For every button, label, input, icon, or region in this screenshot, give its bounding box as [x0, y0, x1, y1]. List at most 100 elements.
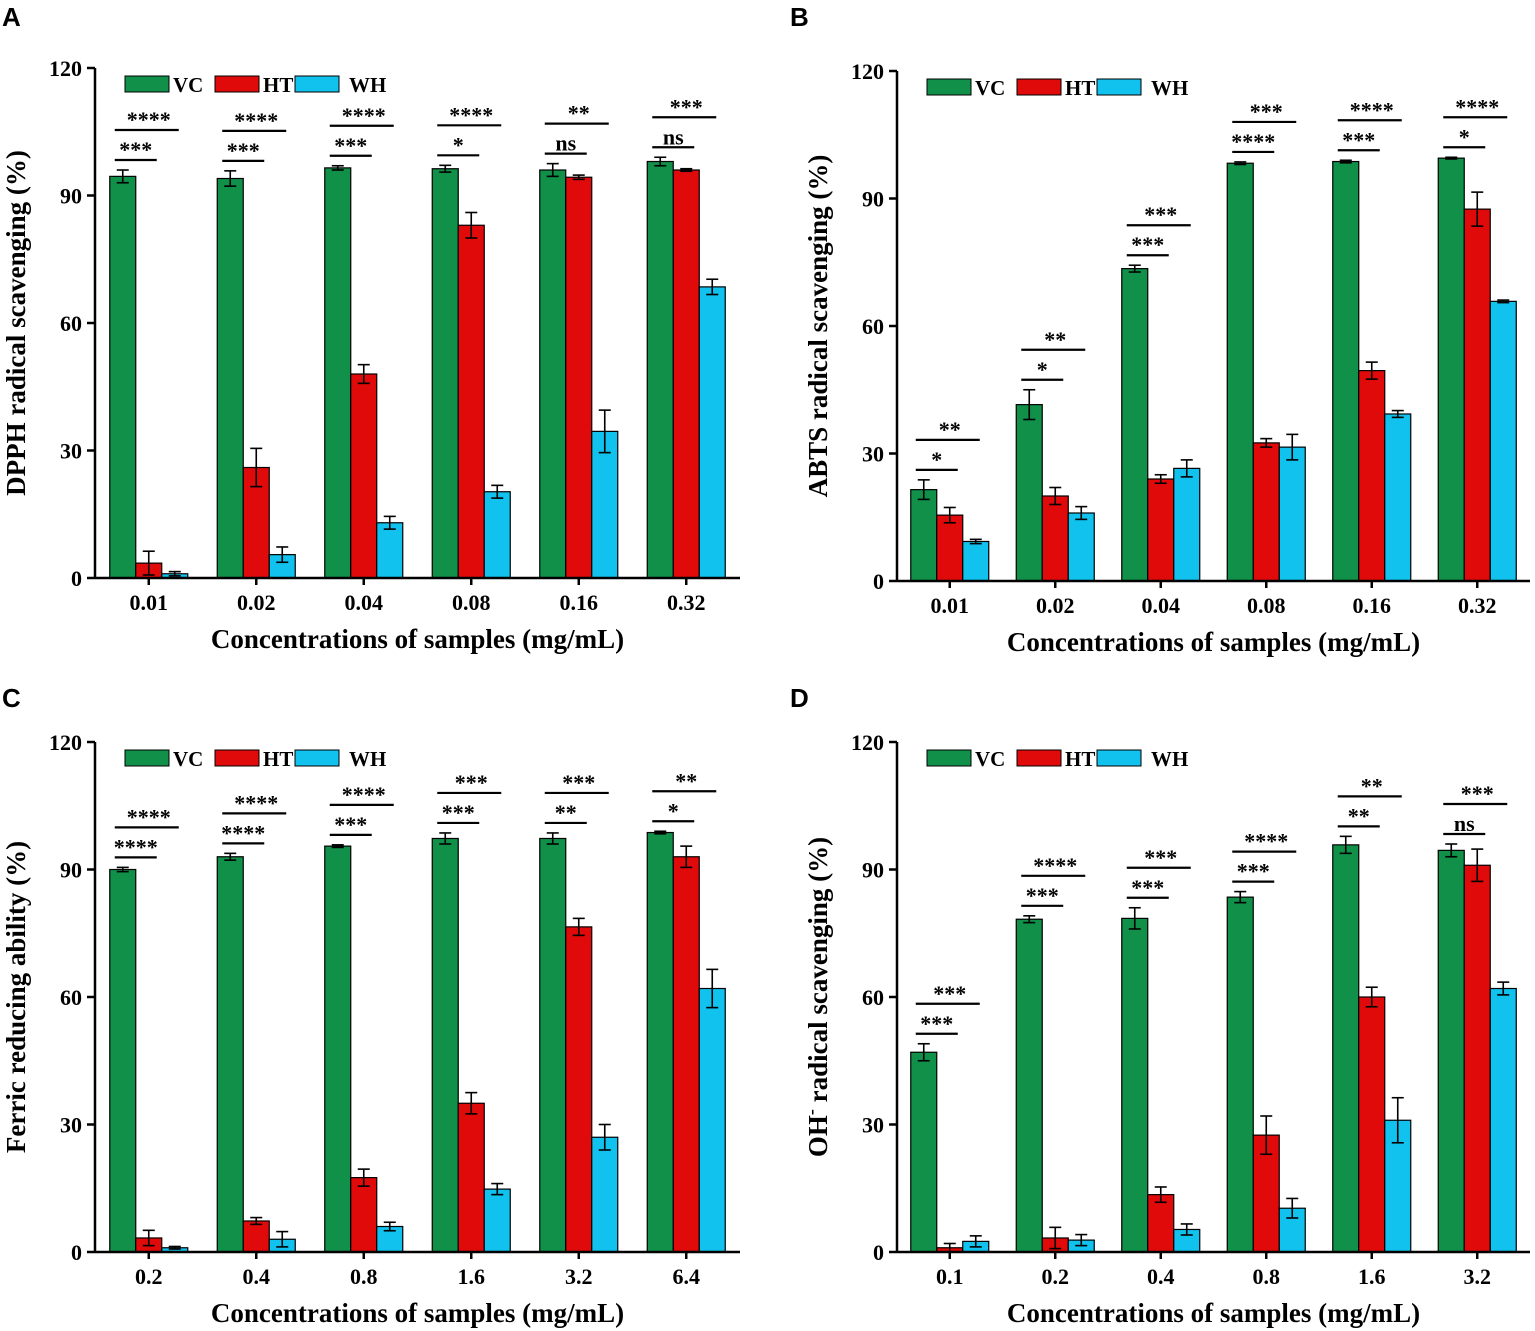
x-axis-label: Concentrations of samples (mg/mL): [1007, 627, 1420, 657]
legend-swatch-wh: [294, 75, 340, 93]
error-bar: [1180, 1223, 1193, 1236]
bar-wh-0.01: [962, 540, 990, 582]
error-bar: [1260, 1115, 1273, 1156]
error-bar: [224, 170, 237, 187]
y-tick-label: 0: [873, 569, 884, 594]
error-bar: [1471, 191, 1484, 227]
legend-label-vc: VC: [975, 76, 1005, 100]
error-bar: [1286, 1197, 1299, 1219]
bar-vc-0.04: [1121, 268, 1149, 582]
x-tick-label: 0.8: [350, 1264, 378, 1289]
sig-label-upper: ***: [933, 981, 966, 1006]
legend-swatch-vc: [124, 75, 170, 93]
bar-wh-0.32: [698, 286, 726, 579]
bar-ht-0.02: [1041, 495, 1069, 582]
x-tick-label: 0.08: [452, 590, 491, 615]
y-tick-label: 30: [60, 439, 82, 464]
bar-wh-0.02: [1067, 512, 1095, 582]
error-bar: [680, 167, 693, 173]
bar-vc-3.2: [539, 837, 567, 1253]
legend-swatch-ht: [214, 749, 260, 767]
sig-label-upper: ****: [1033, 853, 1077, 878]
error-bar: [142, 1229, 155, 1247]
sig-label-upper: ****: [342, 103, 386, 128]
error-bar: [331, 844, 344, 849]
panel-letter: A: [2, 2, 21, 32]
x-tick-label: 1.6: [1358, 1264, 1386, 1289]
sig-label-lower: ns: [663, 124, 684, 149]
bar-ht-3.2: [565, 926, 593, 1253]
sig-label-lower: ***: [1131, 232, 1164, 257]
sig-label-upper: **: [568, 101, 590, 126]
legend-swatch-vc: [124, 749, 170, 767]
x-axis-label: Concentrations of samples (mg/mL): [1007, 1298, 1420, 1328]
bar-wh-1.6: [483, 1188, 511, 1253]
y-tick-label: 60: [862, 314, 884, 339]
error-bar: [357, 1168, 370, 1187]
x-tick-label: 0.08: [1247, 593, 1286, 618]
error-bar: [654, 830, 667, 835]
y-tick-label: 90: [862, 858, 884, 883]
panel-letter: D: [790, 683, 809, 713]
error-bar: [250, 1216, 263, 1226]
bar-vc-1.6: [431, 837, 459, 1253]
error-bar: [1391, 409, 1404, 419]
sig-label-lower: ***: [442, 800, 475, 825]
y-tick-label: 30: [60, 1113, 82, 1138]
x-tick-label: 0.01: [931, 593, 970, 618]
error-bar: [439, 164, 452, 173]
error-bar: [546, 832, 559, 845]
sig-label-lower: ***: [1342, 127, 1375, 152]
x-tick-label: 0.16: [560, 590, 599, 615]
x-tick-label: 0.01: [130, 590, 169, 615]
error-bar: [572, 917, 585, 937]
panel-letter: B: [790, 2, 809, 32]
bar-wh-0.16: [1384, 413, 1412, 582]
legend: VC HT WH: [926, 76, 1188, 100]
legend-swatch-ht: [214, 75, 260, 93]
x-tick-label: 0.04: [1142, 593, 1181, 618]
panel-D: D******************************ns***0306…: [790, 683, 1530, 1328]
y-tick-label: 30: [862, 442, 884, 467]
error-bar: [1497, 981, 1510, 996]
bar-vc-0.8: [324, 845, 352, 1253]
legend-swatch-vc: [926, 749, 972, 767]
error-bar: [168, 1245, 181, 1250]
bar-wh-0.08: [1278, 446, 1306, 582]
error-bar: [1445, 156, 1458, 160]
error-bar: [1049, 486, 1062, 506]
bar-vc-0.2: [109, 868, 137, 1253]
sig-label-lower: *: [1459, 124, 1470, 149]
sig-label-upper: ***: [670, 94, 703, 119]
x-tick-label: 3.2: [565, 1264, 593, 1289]
error-bar: [491, 1182, 504, 1196]
x-tick-label: 0.4: [1147, 1264, 1175, 1289]
legend-label-vc: VC: [975, 747, 1005, 771]
bar-vc-0.8: [1226, 896, 1254, 1253]
sig-label-lower: *: [453, 132, 464, 157]
error-bar: [357, 363, 370, 385]
bar-ht-0.16: [565, 176, 593, 579]
error-bar: [572, 174, 585, 181]
bar-vc-0.2: [1015, 918, 1043, 1253]
error-bar: [1497, 299, 1510, 304]
sig-label-lower: ***: [1237, 859, 1270, 884]
legend-swatch-wh: [294, 749, 340, 767]
bar-ht-0.8: [350, 1177, 378, 1253]
error-bar: [1339, 159, 1352, 164]
error-bar: [598, 409, 611, 454]
bar-ht-0.4: [242, 1220, 270, 1253]
sig-label-lower: **: [555, 800, 577, 825]
error-bar: [224, 852, 237, 861]
bar-wh-6.4: [698, 987, 726, 1253]
x-tick-label: 6.4: [673, 1264, 701, 1289]
sig-label-upper: **: [1044, 327, 1066, 352]
sig-label-upper: ****: [449, 102, 493, 127]
error-bar: [1180, 459, 1193, 478]
error-bar: [465, 211, 478, 239]
error-bar: [142, 550, 155, 576]
bar-wh-0.04: [376, 522, 404, 579]
bar-ht-0.32: [1463, 208, 1491, 582]
error-bar: [383, 1221, 396, 1232]
bar-vc-0.32: [1437, 157, 1465, 582]
